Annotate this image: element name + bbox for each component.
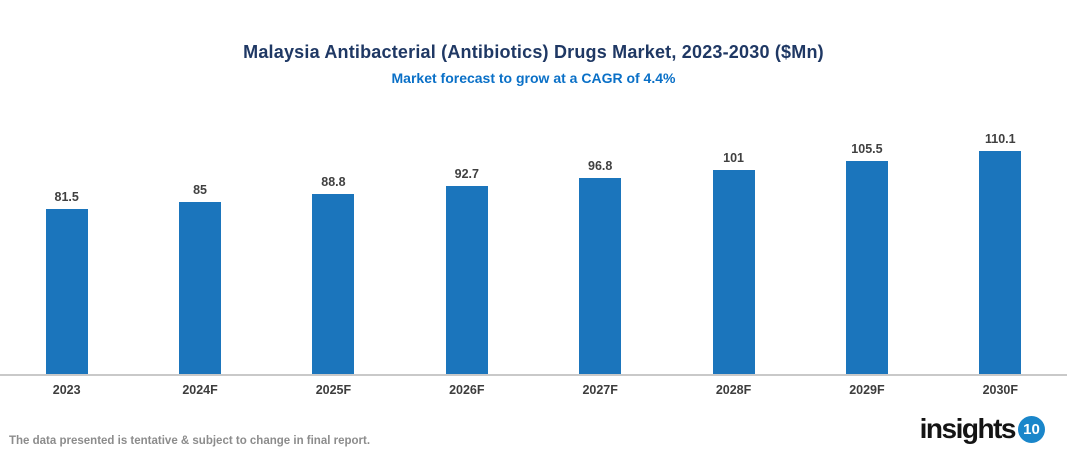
x-axis-label: 2028F <box>715 383 752 397</box>
bar-value-label: 85 <box>193 183 208 198</box>
bar <box>179 202 222 374</box>
x-axis-label: 2027F <box>582 383 618 397</box>
bar-slot: 96.8 <box>534 159 667 374</box>
logo-text: insights <box>919 413 1017 444</box>
x-axis-label: 2025F <box>315 383 352 397</box>
bar <box>45 209 88 374</box>
insights10-logo: insights 10 <box>920 415 1045 443</box>
bar <box>712 169 755 374</box>
bar-value-label: 96.8 <box>588 159 613 174</box>
bar <box>979 151 1022 374</box>
x-axis-label: 2030F <box>982 383 1019 397</box>
bar-slot: 85 <box>133 183 266 374</box>
bar <box>579 178 622 374</box>
bar <box>312 194 355 374</box>
bar-slot: 101 <box>667 151 800 374</box>
x-axis-label: 2024F <box>182 383 218 397</box>
bar-slot: 105.5 <box>800 142 933 374</box>
bar-value-label: 110.1 <box>985 132 1016 147</box>
bar-value-label: 101 <box>723 150 744 165</box>
bar-chart-plot-area: 81.5 85 88.8 92.7 96.8 101 105.5 110.1 <box>0 94 1067 376</box>
x-axis: 2023 2024F 2025F 2026F 2027F 2028F 2029F 2030F <box>0 376 1067 397</box>
logo-ten-badge: 10 <box>1018 415 1045 443</box>
x-axis-label: 2023 <box>52 383 81 397</box>
footer-disclaimer: The data presented is tentative & subjec… <box>9 435 371 447</box>
bar-slot: 92.7 <box>400 167 533 374</box>
bar-slot: 110.1 <box>934 132 1067 374</box>
bar-value-label: 92.7 <box>454 167 479 182</box>
bar <box>445 186 488 374</box>
x-axis-label: 2029F <box>849 383 885 397</box>
bar-value-label: 81.5 <box>54 190 79 205</box>
bar-value-label: 105.5 <box>851 141 883 156</box>
bar-slot: 88.8 <box>267 175 400 374</box>
chart-subtitle: Market forecast to grow at a CAGR of 4.4… <box>391 70 676 86</box>
bar-value-label: 88.8 <box>321 175 346 190</box>
bar-slot: 81.5 <box>0 190 133 374</box>
page-title: Malaysia Antibacterial (Antibiotics) Dru… <box>243 42 824 62</box>
bar <box>845 160 888 374</box>
x-axis-label: 2026F <box>449 383 485 397</box>
